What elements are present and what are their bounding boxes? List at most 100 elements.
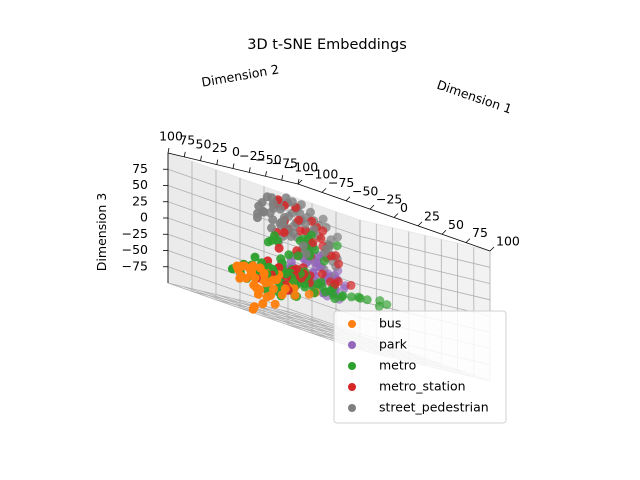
legend-label-metro_station: metro_station xyxy=(379,379,466,394)
y-tick xyxy=(265,171,267,177)
y-tick-label: 50 xyxy=(196,136,212,151)
x-tick-label: 75 xyxy=(472,225,488,240)
legend-label-bus: bus xyxy=(379,316,401,331)
z-axis-label: Dimension 3 xyxy=(94,193,109,271)
y-tick-label: 25 xyxy=(212,140,228,155)
x-tick xyxy=(297,179,303,185)
scatter-point-metro_station xyxy=(274,243,284,253)
scatter-point-metro xyxy=(250,252,260,262)
scatter-points xyxy=(227,192,392,314)
axes-lines xyxy=(163,147,495,283)
x-tick xyxy=(321,188,327,193)
x-tick-label: −75 xyxy=(328,175,354,190)
scatter-point-metro_station xyxy=(317,269,327,279)
y-tick-label: −25 xyxy=(239,148,265,163)
scatter-point-bus xyxy=(277,290,287,300)
y-tick xyxy=(167,147,170,154)
z-tick-label: −50 xyxy=(122,242,148,257)
scatter-point-street_pedestrian xyxy=(298,241,308,251)
scatter-point-metro_station xyxy=(330,279,340,289)
scatter-point-street_pedestrian xyxy=(268,215,278,225)
y-tick xyxy=(281,175,284,181)
x-tick xyxy=(441,229,447,235)
z-tick-label: −25 xyxy=(122,226,148,241)
scatter-point-bus xyxy=(248,304,258,314)
scatter-point-bus xyxy=(232,261,242,271)
legend-label-metro: metro xyxy=(379,358,416,373)
scatter-point-bus xyxy=(249,280,259,290)
legend-frame xyxy=(333,310,507,424)
y-tick-label: −50 xyxy=(255,152,281,167)
x-tick xyxy=(393,213,399,218)
x-tick-label: 0 xyxy=(400,200,408,215)
y-tick xyxy=(297,178,300,185)
chart-title: 3D t-SNE Embeddings xyxy=(247,37,407,53)
scatter-point-metro_station xyxy=(334,259,344,269)
scatter-point-park xyxy=(339,283,349,293)
scatter-point-metro xyxy=(319,256,329,266)
scatter-point-bus xyxy=(304,289,314,299)
scatter-point-bus xyxy=(259,270,269,280)
scatter-point-street_pedestrian xyxy=(324,243,334,252)
scatter-point-metro xyxy=(325,286,335,296)
x-tick xyxy=(489,246,495,252)
scatter-point-bus xyxy=(255,263,265,273)
scatter-point-metro xyxy=(374,301,384,311)
y-tick xyxy=(216,159,219,165)
legend-marker-street_pedestrian xyxy=(348,404,356,412)
scatter-point-street_pedestrian xyxy=(326,235,336,245)
scatter-point-street_pedestrian xyxy=(318,214,328,224)
scatter-point-bus xyxy=(270,299,280,309)
scatter-point-bus xyxy=(253,289,263,299)
y-tick xyxy=(248,167,251,173)
x-tick-label: −50 xyxy=(352,183,378,198)
scatter-point-street_pedestrian xyxy=(301,249,311,259)
scatter-point-metro_station xyxy=(346,280,356,290)
y-tick-label: 75 xyxy=(179,132,195,147)
scatter-point-metro_station xyxy=(308,238,318,248)
z-tick-label: 0 xyxy=(140,210,148,225)
y-gridline-floor xyxy=(167,282,361,351)
scatter-point-bus xyxy=(258,299,268,309)
z-gridline-back xyxy=(359,268,491,301)
z-tick-label: 75 xyxy=(132,161,148,176)
scatter-point-street_pedestrian xyxy=(275,204,285,214)
scatter-point-metro xyxy=(337,292,347,302)
legend-marker-metro_station xyxy=(348,383,356,391)
scatter-point-metro_station xyxy=(294,215,304,225)
x-tick-label: −25 xyxy=(376,192,402,207)
legend-label-street_pedestrian: street_pedestrian xyxy=(379,400,489,415)
scatter-point-metro_station xyxy=(279,228,289,237)
y-tick-label: 100 xyxy=(159,129,183,144)
z-tick-label: 25 xyxy=(132,193,148,208)
scatter-point-bus xyxy=(264,277,274,287)
scatter-point-street_pedestrian xyxy=(254,201,264,211)
legend-marker-park xyxy=(348,341,356,349)
scatter-point-metro_station xyxy=(331,251,340,261)
z-gridline-back xyxy=(359,252,491,284)
scatter-point-metro_station xyxy=(316,234,326,243)
scatter-point-metro xyxy=(332,241,342,251)
y-tick xyxy=(232,163,235,169)
scatter-point-metro xyxy=(354,292,363,302)
y-tick xyxy=(183,151,186,157)
x-tick-label: 100 xyxy=(496,234,520,249)
scatter-point-metro xyxy=(263,237,273,247)
chart-legend: bus park metro metro_station street_pedestri… xyxy=(333,310,507,424)
x-axis-label: Dimension 1 xyxy=(435,77,514,117)
scatter-point-metro xyxy=(284,250,294,260)
x-tick xyxy=(417,221,423,227)
x-tick xyxy=(369,204,375,210)
scatter-point-bus xyxy=(266,291,276,300)
z-gridline-back xyxy=(359,235,491,268)
legend-marker-metro xyxy=(348,362,356,370)
x-tick-label: −100 xyxy=(304,167,338,182)
z-tick-label: −75 xyxy=(122,258,148,273)
scatter-point-metro xyxy=(362,295,372,305)
x-tick xyxy=(465,238,471,243)
y-tick-label: 0 xyxy=(232,144,240,159)
legend-label-park: park xyxy=(379,337,408,352)
scatter-point-street_pedestrian xyxy=(267,223,276,233)
z-tick-label: 50 xyxy=(132,177,148,192)
